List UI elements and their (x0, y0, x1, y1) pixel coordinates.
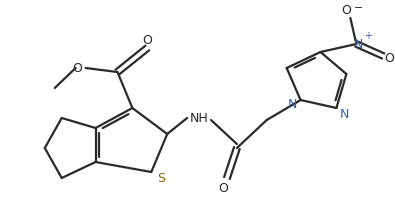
Text: −: − (354, 3, 363, 13)
Text: NH: NH (190, 112, 209, 124)
Text: +: + (364, 31, 372, 41)
Text: N: N (354, 37, 363, 51)
Text: O: O (73, 61, 83, 75)
Text: O: O (341, 3, 351, 17)
Text: O: O (218, 181, 228, 195)
Text: N: N (340, 108, 349, 120)
Text: S: S (157, 172, 165, 184)
Text: N: N (288, 97, 297, 111)
Text: O: O (384, 52, 394, 64)
Text: O: O (142, 34, 152, 46)
